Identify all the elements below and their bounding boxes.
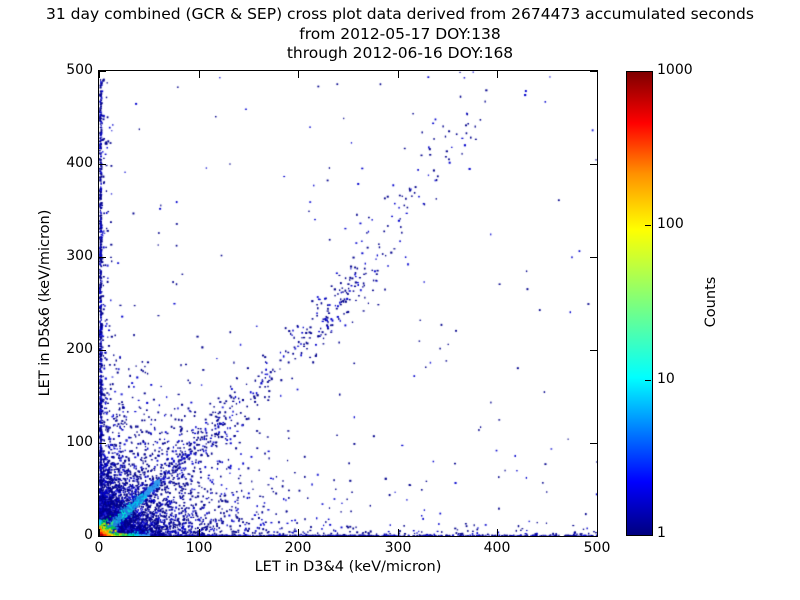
axis-tick-mark: [99, 529, 100, 536]
y-tick-label: 200: [66, 341, 93, 357]
scatter-canvas: [99, 71, 597, 536]
axis-tick-mark: [99, 71, 106, 72]
colorbar-tick-mark: [645, 380, 651, 381]
axis-tick-mark: [398, 71, 399, 78]
x-tick-label: 400: [483, 540, 511, 556]
colorbar-tick-label: 1: [657, 525, 666, 541]
x-tick-label: 100: [185, 540, 213, 556]
title-line-1: 31 day combined (GCR & SEP) cross plot d…: [46, 5, 754, 23]
axis-tick-mark: [590, 536, 597, 537]
axis-tick-mark: [99, 71, 100, 78]
axis-tick-mark: [199, 529, 200, 536]
axis-tick-mark: [497, 71, 498, 78]
plot-title: 31 day combined (GCR & SEP) cross plot d…: [0, 5, 800, 64]
plot-area: [98, 70, 598, 537]
axis-tick-mark: [199, 71, 200, 78]
x-tick-label: 500: [583, 540, 611, 556]
title-line-3: through 2012-06-16 DOY:168: [286, 44, 514, 62]
axis-tick-mark: [590, 71, 597, 72]
colorbar-gradient: [626, 71, 653, 536]
axis-tick-mark: [298, 529, 299, 536]
y-tick-label: 100: [66, 434, 93, 450]
colorbar-tick-label: 1000: [657, 62, 693, 78]
axis-tick-mark: [99, 164, 106, 165]
y-tick-label: 400: [66, 155, 93, 171]
axis-tick-mark: [590, 350, 597, 351]
y-tick-label: 500: [66, 62, 93, 78]
axis-tick-mark: [99, 350, 106, 351]
colorbar-tick-label: 10: [657, 370, 675, 387]
y-axis-label: LET in D5&6 (keV/micron): [37, 209, 53, 397]
axis-tick-mark: [597, 71, 598, 78]
axis-tick-mark: [99, 257, 106, 258]
axis-tick-mark: [590, 257, 597, 258]
axis-tick-mark: [590, 443, 597, 444]
colorbar-label: Counts: [703, 276, 719, 328]
axis-tick-mark: [99, 443, 106, 444]
x-tick-label: 200: [284, 540, 312, 556]
colorbar-tick-mark: [645, 225, 651, 226]
axis-tick-mark: [590, 164, 597, 165]
y-tick-label: 0: [84, 527, 93, 543]
axis-tick-mark: [398, 529, 399, 536]
axis-tick-mark: [497, 529, 498, 536]
y-tick-label: 300: [66, 248, 93, 264]
axis-tick-mark: [597, 529, 598, 536]
x-axis-label: LET in D3&4 (keV/micron): [254, 559, 442, 575]
x-tick-label: 300: [384, 540, 412, 556]
axis-tick-mark: [99, 536, 106, 537]
title-line-2: from 2012-05-17 DOY:138: [299, 24, 501, 43]
colorbar-tick-label: 100: [657, 216, 684, 233]
x-tick-label: 0: [94, 540, 104, 556]
axis-tick-mark: [298, 71, 299, 78]
